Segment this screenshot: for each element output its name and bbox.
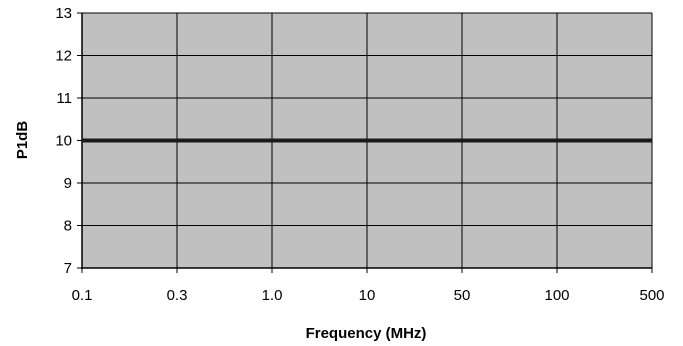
y-tick-labels: 7 8 9 10 11 12 13 [55, 5, 72, 277]
y-tick-label: 12 [55, 48, 72, 65]
x-tick-label: 0.1 [72, 287, 93, 304]
x-tick-label: 0.3 [167, 287, 188, 304]
y-tick-label: 9 [64, 175, 72, 192]
y-tick-label: 10 [55, 133, 72, 150]
y-axis-title: P1dB [14, 121, 31, 160]
x-tick-label: 50 [454, 287, 471, 304]
y-tick-label: 13 [55, 5, 72, 22]
x-tick-label: 10 [359, 287, 376, 304]
y-tick-label: 7 [64, 260, 72, 277]
y-tick-label: 8 [64, 218, 72, 235]
x-tick-labels: 0.1 0.3 1.0 10 50 100 500 [72, 287, 665, 304]
x-tick-label: 1.0 [262, 287, 283, 304]
y-tick-label: 11 [56, 90, 72, 107]
x-tick-label: 100 [544, 287, 569, 304]
x-tick-label: 500 [639, 287, 664, 304]
x-axis-title: Frequency (MHz) [306, 325, 427, 342]
